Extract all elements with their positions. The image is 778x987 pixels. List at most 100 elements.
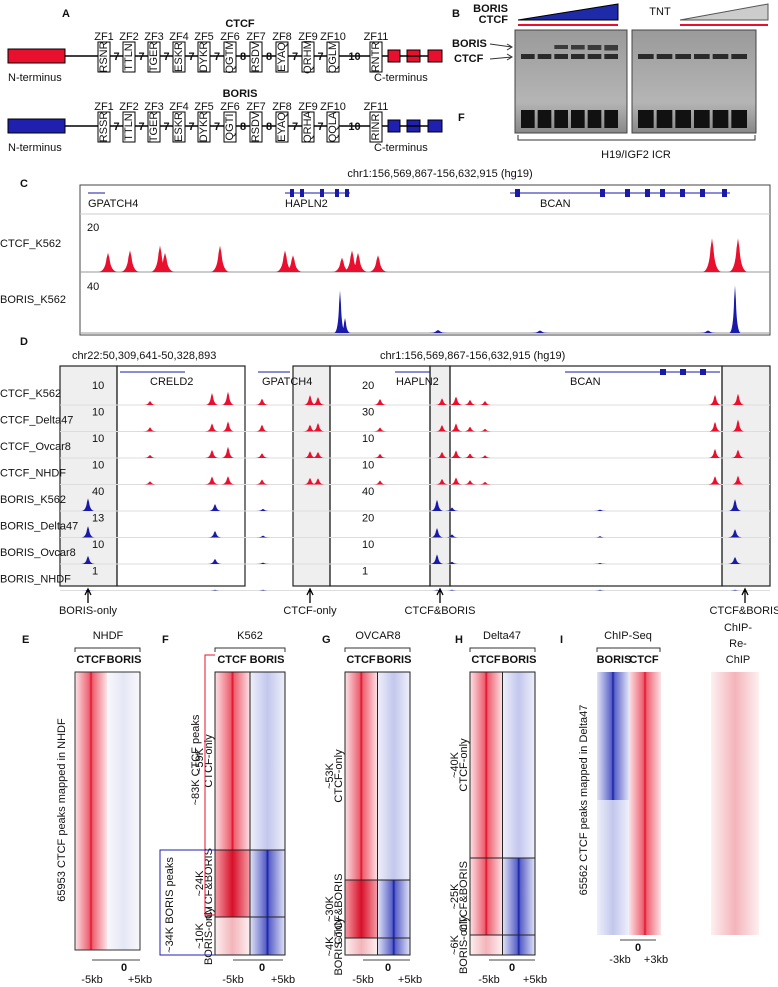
zinc-finger bbox=[369, 41, 383, 73]
zinc-finger bbox=[147, 41, 161, 73]
gel-band bbox=[694, 54, 710, 59]
gel-band bbox=[638, 110, 654, 128]
callout-label: CTCF-only bbox=[283, 605, 337, 617]
bracket bbox=[517, 135, 756, 141]
gel-band bbox=[587, 45, 602, 50]
signal-track bbox=[143, 475, 745, 485]
group-label: CTCF&BORIS bbox=[458, 861, 470, 932]
zf-label: ZF11 bbox=[364, 101, 389, 113]
gel-band bbox=[694, 110, 710, 128]
heatmap-boris bbox=[502, 858, 535, 935]
exon bbox=[515, 189, 520, 197]
linker-length: 8 bbox=[240, 51, 246, 63]
exon bbox=[625, 189, 630, 197]
titration-label: BORIS bbox=[473, 3, 508, 15]
zf-motif: DYKR bbox=[198, 112, 210, 143]
zf-motif: QRHM bbox=[302, 40, 314, 74]
peaks-label: 65562 CTCF peaks mapped in Delta47 bbox=[578, 705, 590, 896]
gel-band bbox=[712, 54, 729, 59]
heatmap-boris bbox=[250, 850, 285, 917]
heatmap-ctcf bbox=[345, 672, 378, 880]
gel-band bbox=[521, 110, 535, 128]
gel-band bbox=[604, 110, 618, 128]
axis-label: -3kb bbox=[609, 954, 630, 966]
group-label: CTCF&BORIS bbox=[333, 874, 345, 945]
heatmap-boris bbox=[597, 800, 629, 935]
gel-band bbox=[521, 54, 535, 59]
panel-letter: C bbox=[20, 178, 28, 190]
locus-label: chr1:156,569,867-156,632,915 (hg19) bbox=[347, 168, 532, 180]
zf-label: ZF1 bbox=[94, 31, 114, 43]
heatmap-ctcf bbox=[215, 672, 250, 850]
linker-length: 7 bbox=[113, 121, 119, 133]
zf-motif: RSDV bbox=[250, 41, 262, 72]
gene-label: HAPLN2 bbox=[396, 376, 439, 388]
panel-letter: D bbox=[20, 336, 28, 348]
bracket bbox=[74, 647, 141, 652]
cell-label: Delta47 bbox=[483, 630, 521, 642]
group-label: ~59K bbox=[194, 747, 206, 774]
panel-letter: E bbox=[22, 634, 29, 646]
zf-motif: TGER bbox=[148, 112, 160, 143]
zf-motif: DYKR bbox=[198, 42, 210, 73]
callout-arrow bbox=[84, 587, 92, 603]
zinc-finger bbox=[97, 111, 111, 143]
axis-label: 0 bbox=[635, 942, 641, 954]
panel-letter: B bbox=[452, 8, 460, 20]
track-scale: 20 bbox=[87, 222, 99, 234]
heatmap-boris bbox=[377, 880, 410, 938]
zf-motif: QQLA bbox=[327, 111, 339, 142]
gel-band bbox=[638, 54, 654, 59]
track-scale: 10 bbox=[362, 433, 374, 445]
zf-motif: RSSR bbox=[98, 112, 110, 143]
zf-label: ZF2 bbox=[119, 31, 139, 43]
linker-length: 7 bbox=[214, 121, 220, 133]
column-label: CTCF bbox=[76, 654, 106, 666]
group-label: ~6K bbox=[449, 934, 461, 955]
zf-label: ZF8 bbox=[272, 101, 292, 113]
track-scale: 10 bbox=[92, 433, 104, 445]
track-scale: 40 bbox=[87, 281, 99, 293]
callout-arrow bbox=[741, 587, 749, 603]
zinc-finger bbox=[301, 111, 315, 143]
group-label: BORIS-only bbox=[203, 906, 215, 965]
zinc-finger bbox=[122, 111, 136, 143]
exon bbox=[700, 189, 705, 197]
column-label: BORIS bbox=[597, 654, 632, 666]
axis-label: -5kb bbox=[478, 974, 499, 986]
gene-label: HAPLN2 bbox=[285, 198, 328, 210]
locus-label: chr22:50,309,641-50,328,893 bbox=[72, 350, 216, 362]
track-label: CTCF_K562 bbox=[0, 388, 61, 400]
exon bbox=[680, 189, 685, 197]
zinc-finger bbox=[223, 41, 237, 73]
track-label: CTCF_Ovcar8 bbox=[0, 441, 71, 453]
group-label: CTCF-only bbox=[458, 738, 470, 792]
zinc-finger bbox=[275, 111, 289, 143]
zinc-finger bbox=[301, 41, 315, 73]
track-scale: 1 bbox=[362, 565, 368, 577]
panel-letter: G bbox=[322, 634, 331, 646]
zf-motif: QGTI bbox=[224, 114, 236, 141]
terminus-label: N-terminus bbox=[8, 72, 62, 84]
signal-track bbox=[81, 498, 742, 511]
group-label: ChIP-Seq bbox=[604, 630, 652, 642]
linker-length: 7 bbox=[214, 51, 220, 63]
rechip-label: Re- bbox=[729, 638, 747, 650]
zf-motif: RSDV bbox=[250, 111, 262, 142]
panel-letter: A bbox=[62, 8, 70, 20]
linker-length: 10 bbox=[348, 121, 360, 133]
group-label: ~10K bbox=[194, 922, 206, 949]
track-scale: 10 bbox=[92, 380, 104, 392]
gel-band bbox=[604, 45, 618, 51]
linker-length: 7 bbox=[292, 121, 298, 133]
track-scale: 10 bbox=[362, 459, 374, 471]
titration-wedge bbox=[679, 3, 769, 21]
zf-motif: TTLN bbox=[123, 43, 135, 71]
heatmap-frame bbox=[74, 671, 141, 951]
callout-label: BORIS-only bbox=[59, 605, 118, 617]
track-scale: 10 bbox=[362, 539, 374, 551]
terminus-label: N-terminus bbox=[8, 142, 62, 154]
titration-label: TNT bbox=[649, 6, 671, 18]
track-label: BORIS_NHDF bbox=[0, 573, 71, 585]
zinc-finger bbox=[223, 111, 237, 143]
